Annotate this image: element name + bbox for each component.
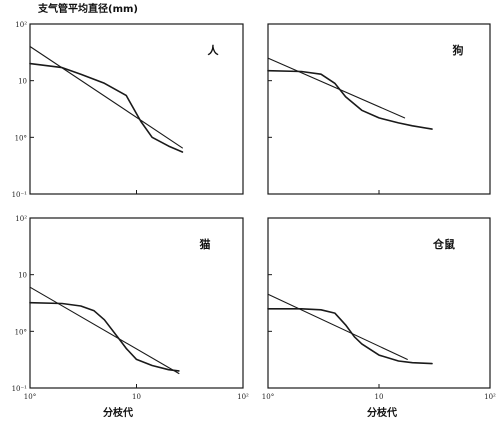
y-tick-label-human: 10² [15,21,27,29]
x-axis-title-left: 分枝代 [103,406,133,419]
x-tick-label-cat: 10² [237,393,249,401]
measured-curve-human [29,62,184,153]
panel-label-dog: 狗 [453,43,464,57]
panel-label-cat: 猫 [200,237,211,251]
measured-curve-cat [29,301,180,372]
x-tick-label-cat: 10 [132,393,141,401]
y-tick-label-cat: 10⁻¹ [12,385,28,393]
y-axis-title: 支气管平均直径(mm) [37,2,138,15]
measured-curve-hamster [267,307,433,365]
y-tick-label-human: 10⁻¹ [12,191,28,199]
panel-label-human: 人 [208,43,220,57]
y-tick-label-cat: 10 [18,272,27,280]
panel-label-hamster: 仓鼠 [432,237,455,251]
y-tick-label-human: 10 [18,78,27,86]
fit-line-dog [267,57,406,119]
fit-line-hamster [267,293,408,360]
panel-frame-hamster [267,217,491,389]
fit-line-human [29,45,183,149]
x-axis-title-right: 分枝代 [367,406,397,419]
x-tick-label-hamster: 10² [484,393,496,401]
x-tick-label-cat: 10° [24,393,36,401]
fit-line-cat [29,286,180,375]
y-tick-label-cat: 10² [15,215,27,223]
x-tick-label-hamster: 10° [262,393,274,401]
x-tick-label-hamster: 10 [375,393,384,401]
y-tick-label-human: 10° [15,134,27,142]
measured-curve-dog [267,69,433,130]
y-tick-label-cat: 10° [15,328,27,336]
